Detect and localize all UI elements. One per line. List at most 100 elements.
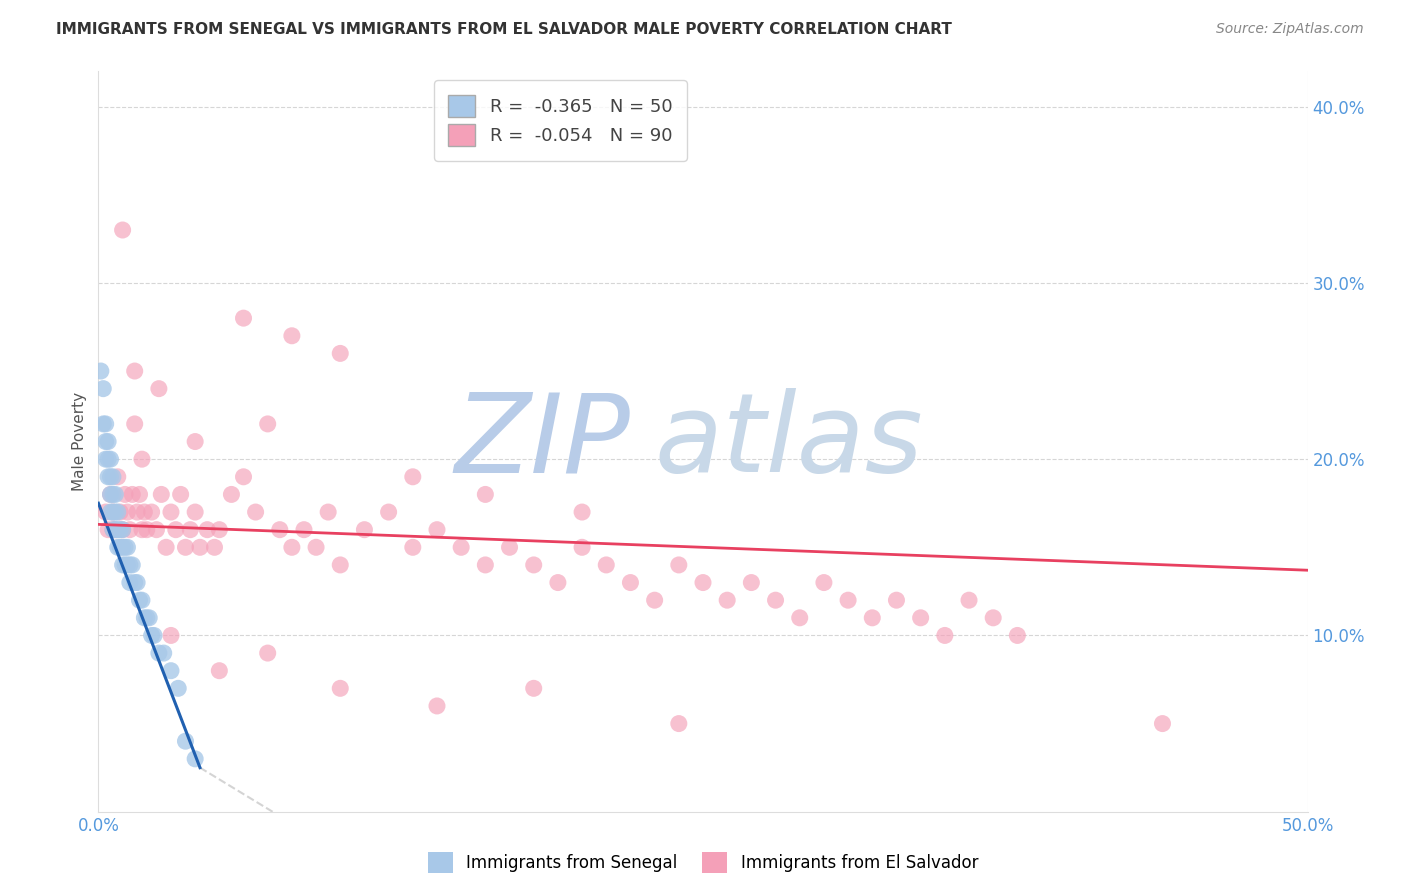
Point — [167, 681, 190, 696]
Point — [121, 487, 143, 501]
Point — [644, 593, 666, 607]
Point — [837, 593, 859, 607]
Point — [957, 593, 980, 607]
Point — [97, 452, 120, 467]
Point — [97, 434, 120, 449]
Point — [184, 752, 207, 766]
Point — [523, 558, 546, 572]
Point — [135, 523, 157, 537]
Point — [208, 664, 231, 678]
Point — [547, 575, 569, 590]
Point — [121, 558, 143, 572]
Point — [179, 523, 201, 537]
Point — [101, 505, 124, 519]
Point — [128, 593, 150, 607]
Point — [101, 523, 124, 537]
Point — [402, 470, 425, 484]
Point — [124, 575, 146, 590]
Point — [402, 541, 425, 555]
Point — [108, 541, 131, 555]
Point — [101, 487, 124, 501]
Point — [204, 541, 226, 555]
Point — [145, 523, 167, 537]
Point — [134, 505, 156, 519]
Point — [111, 523, 134, 537]
Point — [104, 523, 127, 537]
Point — [353, 523, 375, 537]
Point — [169, 487, 191, 501]
Point — [316, 505, 339, 519]
Point — [97, 523, 120, 537]
Point — [195, 523, 218, 537]
Point — [232, 470, 254, 484]
Point — [148, 382, 170, 396]
Point — [245, 505, 267, 519]
Text: IMMIGRANTS FROM SENEGAL VS IMMIGRANTS FROM EL SALVADOR MALE POVERTY CORRELATION : IMMIGRANTS FROM SENEGAL VS IMMIGRANTS FR… — [56, 22, 952, 37]
Point — [1152, 716, 1174, 731]
Point — [94, 452, 117, 467]
Point — [111, 558, 134, 572]
Point — [94, 434, 117, 449]
Point — [426, 523, 449, 537]
Point — [104, 523, 127, 537]
Point — [94, 417, 117, 431]
Point — [108, 505, 131, 519]
Point — [111, 541, 134, 555]
Point — [117, 558, 139, 572]
Point — [716, 593, 738, 607]
Point — [474, 487, 496, 501]
Point — [595, 558, 617, 572]
Point — [107, 470, 129, 484]
Point — [184, 505, 207, 519]
Point — [141, 505, 163, 519]
Point — [269, 523, 291, 537]
Point — [426, 698, 449, 713]
Point — [160, 664, 183, 678]
Point — [474, 558, 496, 572]
Point — [813, 575, 835, 590]
Point — [143, 628, 166, 642]
Point — [114, 541, 136, 555]
Point — [789, 611, 811, 625]
Point — [668, 716, 690, 731]
Point — [91, 417, 114, 431]
Legend: Immigrants from Senegal, Immigrants from El Salvador: Immigrants from Senegal, Immigrants from… — [422, 846, 984, 880]
Point — [523, 681, 546, 696]
Point — [152, 646, 174, 660]
Point — [150, 487, 173, 501]
Point — [104, 487, 127, 501]
Point — [124, 364, 146, 378]
Point — [131, 452, 153, 467]
Text: ZIP: ZIP — [454, 388, 630, 495]
Point — [281, 541, 304, 555]
Point — [107, 523, 129, 537]
Point — [668, 558, 690, 572]
Point — [114, 558, 136, 572]
Point — [232, 311, 254, 326]
Point — [692, 575, 714, 590]
Y-axis label: Male Poverty: Male Poverty — [72, 392, 87, 491]
Point — [100, 470, 122, 484]
Point — [97, 470, 120, 484]
Point — [107, 505, 129, 519]
Point — [104, 505, 127, 519]
Point — [100, 505, 122, 519]
Point — [281, 328, 304, 343]
Point — [165, 523, 187, 537]
Point — [860, 611, 883, 625]
Point — [305, 541, 328, 555]
Point — [124, 417, 146, 431]
Point — [155, 541, 177, 555]
Point — [118, 558, 141, 572]
Point — [107, 541, 129, 555]
Point — [111, 223, 134, 237]
Point — [174, 541, 197, 555]
Point — [101, 505, 124, 519]
Point — [138, 611, 160, 625]
Point — [135, 611, 157, 625]
Point — [100, 452, 122, 467]
Point — [765, 593, 787, 607]
Legend: R =  -0.365   N = 50, R =  -0.054   N = 90: R = -0.365 N = 50, R = -0.054 N = 90 — [434, 80, 688, 161]
Point — [188, 541, 211, 555]
Point — [127, 505, 149, 519]
